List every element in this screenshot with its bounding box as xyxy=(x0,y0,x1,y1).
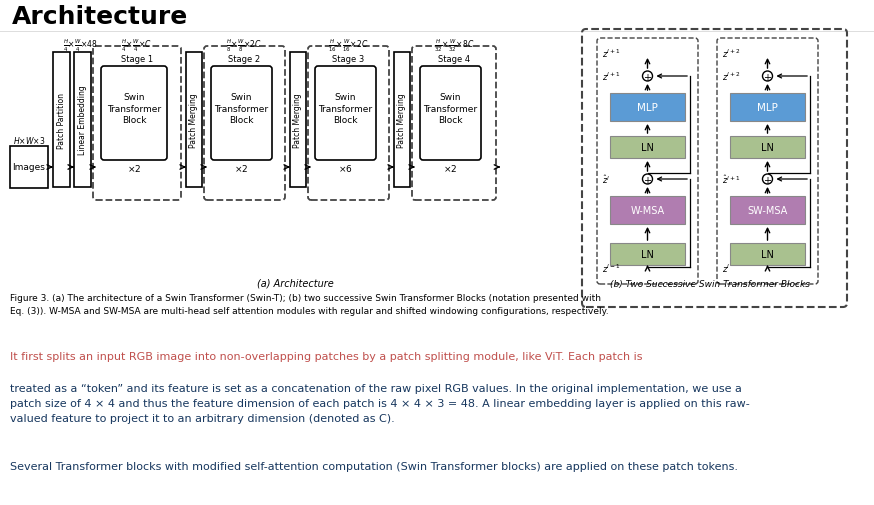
Text: $z^{l+2}$: $z^{l+2}$ xyxy=(722,71,741,83)
FancyBboxPatch shape xyxy=(101,67,167,161)
Text: $+$: $+$ xyxy=(643,174,652,185)
Text: $z^{l+1}$: $z^{l+1}$ xyxy=(602,71,621,83)
Bar xyxy=(610,137,685,159)
Circle shape xyxy=(762,72,773,82)
Text: $\frac{H}{16}{\times}\frac{W}{16}{\times}2C$: $\frac{H}{16}{\times}\frac{W}{16}{\times… xyxy=(329,38,369,54)
Text: $+$: $+$ xyxy=(763,71,772,82)
Text: Swin
Transformer
Block: Swin Transformer Block xyxy=(107,93,161,124)
Text: $+$: $+$ xyxy=(643,71,652,82)
Text: MLP: MLP xyxy=(757,103,778,113)
Text: Patch Merging: Patch Merging xyxy=(294,93,302,147)
Circle shape xyxy=(762,175,773,185)
Text: $\frac{H}{4}{\times}\frac{W}{4}{\times}C$: $\frac{H}{4}{\times}\frac{W}{4}{\times}C… xyxy=(121,38,153,54)
Text: LN: LN xyxy=(641,143,654,153)
Text: $+$: $+$ xyxy=(763,174,772,185)
Text: MLP: MLP xyxy=(637,103,658,113)
Text: LN: LN xyxy=(761,249,774,260)
Bar xyxy=(730,196,805,225)
Text: Architecture: Architecture xyxy=(12,5,188,29)
Bar xyxy=(730,137,805,159)
Bar xyxy=(730,243,805,266)
Text: Swin
Transformer
Block: Swin Transformer Block xyxy=(318,93,372,124)
Bar xyxy=(74,53,91,188)
Text: $z^{l-1}$: $z^{l-1}$ xyxy=(602,262,621,275)
Text: $\hat{z}^{l+1}$: $\hat{z}^{l+1}$ xyxy=(722,173,740,186)
Text: Stage 4: Stage 4 xyxy=(438,55,470,63)
Text: $\frac{H}{4}{\times}\frac{W}{4}{\times}48$: $\frac{H}{4}{\times}\frac{W}{4}{\times}4… xyxy=(63,38,98,54)
FancyBboxPatch shape xyxy=(420,67,481,161)
Bar xyxy=(610,243,685,266)
Text: Linear Embedding: Linear Embedding xyxy=(78,85,87,155)
Text: SW-MSA: SW-MSA xyxy=(747,206,787,216)
Text: $z^{l+2}$: $z^{l+2}$ xyxy=(722,47,741,60)
Text: $\times 6$: $\times 6$ xyxy=(338,162,353,173)
Text: Images: Images xyxy=(12,163,45,172)
Bar xyxy=(610,94,685,122)
Bar xyxy=(290,53,306,188)
Text: It first splits an input RGB image into non-overlapping patches by a patch split: It first splits an input RGB image into … xyxy=(10,351,642,361)
Text: Stage 2: Stage 2 xyxy=(228,55,260,63)
Text: Patch Partition: Patch Partition xyxy=(57,92,66,148)
Text: W-MSA: W-MSA xyxy=(630,206,664,216)
Text: LN: LN xyxy=(761,143,774,153)
Circle shape xyxy=(642,72,653,82)
Text: $\frac{H}{32}{\times}\frac{W}{32}{\times}8C$: $\frac{H}{32}{\times}\frac{W}{32}{\times… xyxy=(434,38,475,54)
Text: Swin
Transformer
Block: Swin Transformer Block xyxy=(423,93,477,124)
Text: $z^{l+1}$: $z^{l+1}$ xyxy=(602,47,621,60)
Text: $H{\times}W{\times}3$: $H{\times}W{\times}3$ xyxy=(13,135,45,146)
Text: Patch Merging: Patch Merging xyxy=(398,93,406,147)
Text: $\times 2$: $\times 2$ xyxy=(443,162,458,173)
Text: Swin
Transformer
Block: Swin Transformer Block xyxy=(214,93,268,124)
Text: Several Transformer blocks with modified self-attention computation (Swin Transf: Several Transformer blocks with modified… xyxy=(10,461,738,471)
Text: (a) Architecture: (a) Architecture xyxy=(257,278,333,288)
Text: (b) Two Successive Swin Transformer Blocks: (b) Two Successive Swin Transformer Bloc… xyxy=(610,279,810,288)
Text: $\times 2$: $\times 2$ xyxy=(127,162,142,173)
Circle shape xyxy=(642,175,653,185)
Text: $\hat{z}^l$: $\hat{z}^l$ xyxy=(602,173,610,186)
Bar xyxy=(10,147,48,189)
Bar xyxy=(730,94,805,122)
Text: Figure 3. (a) The architecture of a Swin Transformer (Swin-T); (b) two successiv: Figure 3. (a) The architecture of a Swin… xyxy=(10,293,608,315)
FancyBboxPatch shape xyxy=(211,67,272,161)
Text: Stage 1: Stage 1 xyxy=(121,55,153,63)
Text: $z^{l}$: $z^{l}$ xyxy=(722,262,731,275)
Bar xyxy=(186,53,202,188)
Text: Patch Merging: Patch Merging xyxy=(190,93,198,147)
Bar xyxy=(394,53,410,188)
Text: $\frac{H}{8}{\times}\frac{W}{8}{\times}2C$: $\frac{H}{8}{\times}\frac{W}{8}{\times}2… xyxy=(226,38,262,54)
Bar xyxy=(610,196,685,225)
Bar xyxy=(53,53,70,188)
Text: Stage 3: Stage 3 xyxy=(332,55,364,63)
Text: $\times 2$: $\times 2$ xyxy=(234,162,249,173)
Text: LN: LN xyxy=(641,249,654,260)
Text: treated as a “token” and its feature is set as a concatenation of the raw pixel : treated as a “token” and its feature is … xyxy=(10,383,750,424)
FancyBboxPatch shape xyxy=(315,67,376,161)
